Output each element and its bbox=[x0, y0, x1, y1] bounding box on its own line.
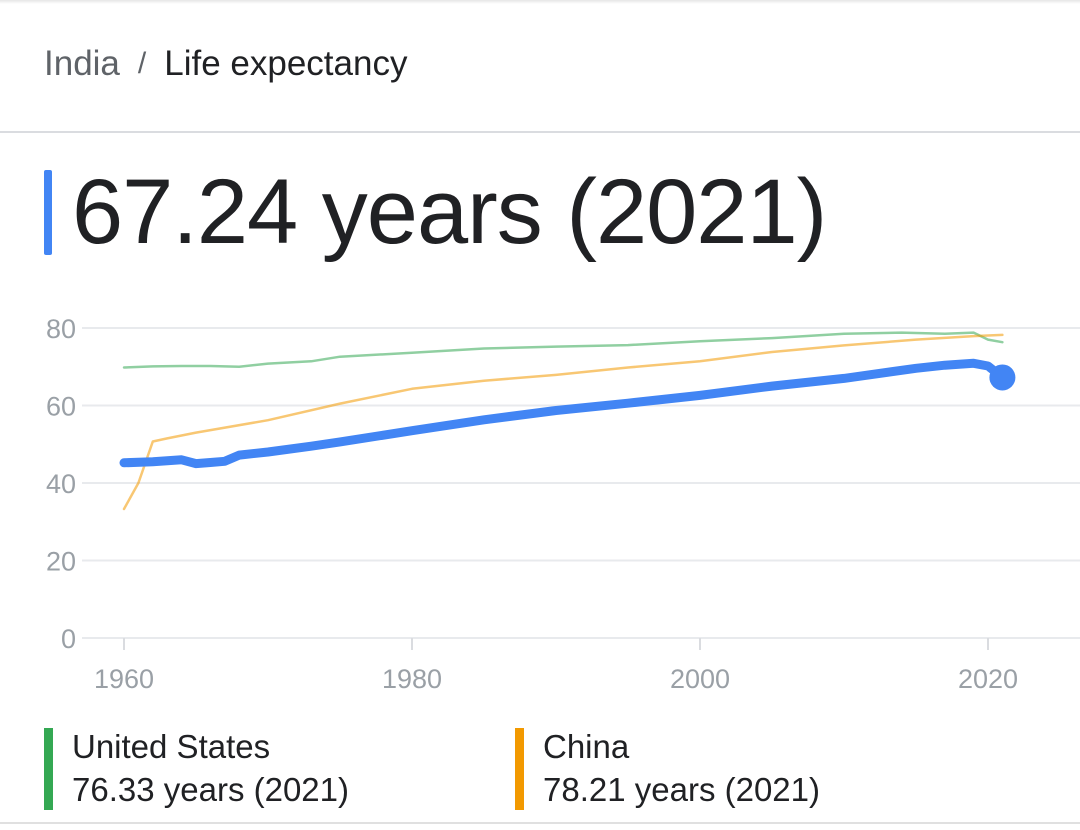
breadcrumb-separator: / bbox=[137, 47, 147, 80]
legend-swatch-united-states bbox=[44, 728, 53, 810]
y-tick-label: 80 bbox=[46, 314, 76, 344]
chart-series bbox=[119, 331, 1016, 511]
breadcrumb-metric: Life expectancy bbox=[164, 44, 408, 83]
x-tick-label: 2020 bbox=[958, 664, 1018, 694]
x-tick-label: 2000 bbox=[670, 664, 730, 694]
x-tick-label: 1960 bbox=[94, 664, 154, 694]
breadcrumb-country[interactable]: India bbox=[44, 44, 120, 83]
series-line-india bbox=[119, 358, 1007, 469]
y-tick-label: 20 bbox=[46, 547, 76, 577]
legend-value: 76.33 years (2021) bbox=[72, 771, 350, 808]
life-expectancy-chart[interactable]: 0 20 40 60 80 1960 1980 2000 2020 bbox=[0, 290, 1080, 710]
y-tick-label: 40 bbox=[46, 469, 76, 499]
breadcrumb: India / Life expectancy bbox=[44, 42, 407, 86]
legend-name: China bbox=[543, 728, 630, 765]
bottom-divider bbox=[0, 822, 1080, 824]
y-axis-ticks: 0 20 40 60 80 bbox=[46, 314, 76, 654]
header-divider bbox=[0, 131, 1080, 133]
legend-swatch-china bbox=[515, 728, 524, 810]
series-endpoint-india bbox=[989, 364, 1016, 391]
x-axis-ticks: 1960 1980 2000 2020 bbox=[94, 638, 1018, 694]
chart-grid bbox=[82, 327, 1080, 639]
headline-value: 67.24 years (2021) bbox=[72, 161, 827, 263]
y-tick-label: 60 bbox=[46, 392, 76, 422]
legend-name: United States bbox=[72, 728, 271, 765]
series-line-united-states bbox=[122, 331, 1004, 369]
series-line-china bbox=[122, 333, 1004, 511]
legend-value: 78.21 years (2021) bbox=[543, 771, 821, 808]
y-tick-label: 0 bbox=[61, 624, 76, 654]
x-tick-label: 1980 bbox=[382, 664, 442, 694]
headline-accent-bar bbox=[44, 170, 52, 255]
top-shadow bbox=[0, 0, 1080, 4]
